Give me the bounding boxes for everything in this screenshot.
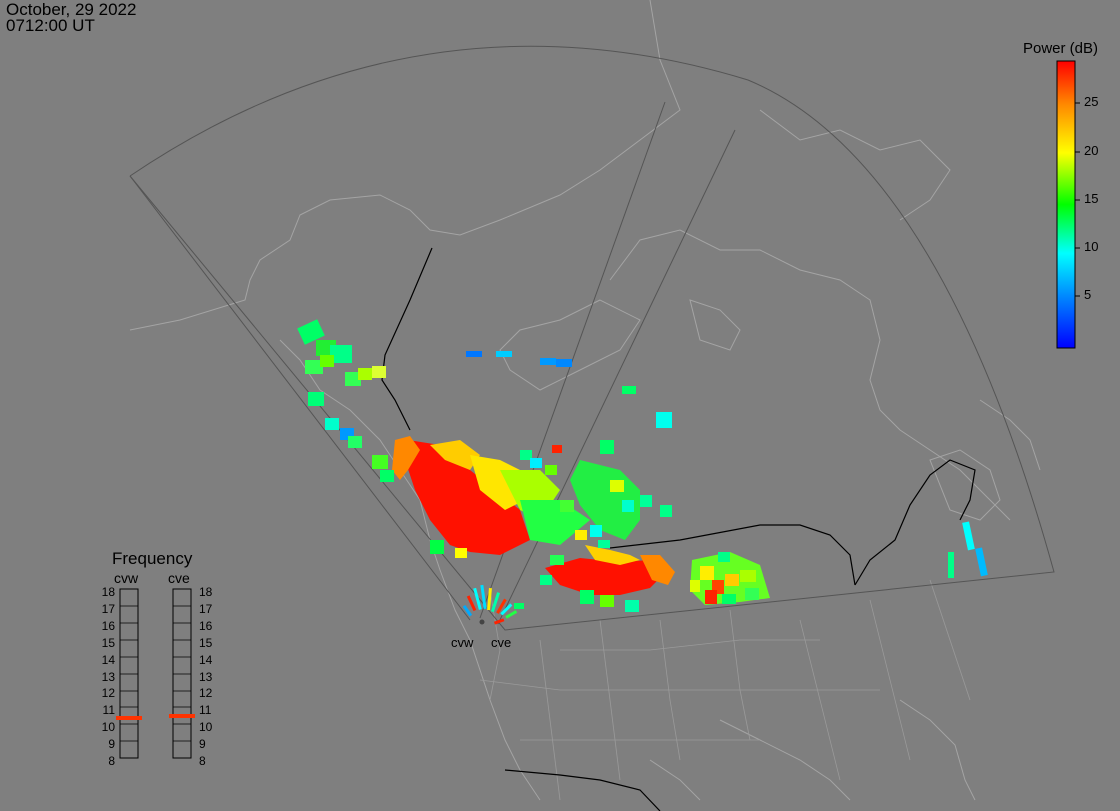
freq-scale-label: 17: [101, 601, 115, 616]
freq-scale-label: 8: [199, 754, 206, 768]
colorbar-tick-label: 25: [1084, 94, 1099, 109]
freq-scale-label: 16: [101, 618, 115, 633]
colorbar-tick-label: 10: [1084, 239, 1099, 254]
freq-scale-label: 17: [199, 601, 213, 616]
radar-label-cve: cve: [491, 635, 512, 650]
freq-scale-label: 12: [199, 686, 213, 701]
freq-scale-label: 8: [108, 754, 115, 768]
freq-scale-label: 11: [102, 703, 115, 718]
colorbar-tick-label: 20: [1084, 143, 1099, 158]
freq-scale-label: 18: [199, 585, 213, 599]
freq-scale-label: 10: [199, 720, 213, 735]
time-label: 0712:00 UT: [6, 16, 95, 35]
freq-scale-label: 12: [101, 686, 115, 701]
colorbar-title: Power (dB): [1023, 40, 1099, 57]
backscatter-cells: [297, 319, 988, 625]
colorbar-tick-label: 15: [1084, 191, 1099, 206]
freq-scale-label: 13: [199, 669, 213, 684]
freq-scale-label: 18: [101, 585, 115, 599]
freq-marker-cve: [169, 714, 195, 718]
radar-fov: [129, 45, 1055, 631]
radar-site-marker: [479, 619, 485, 625]
freq-marker-cvw: [116, 716, 142, 720]
freq-scale-label: 16: [199, 618, 213, 633]
freq-scale-label: 15: [101, 635, 115, 650]
date-label: October, 29 2022: [6, 0, 137, 19]
colorbar-ticks: [1075, 102, 1080, 297]
freq-scale-label: 14: [101, 652, 115, 667]
freq-radar-label-cvw: cvw: [114, 570, 139, 586]
freq-scale-label: 10: [101, 720, 115, 735]
freq-scale-label: 9: [108, 737, 115, 752]
frequency-title: Frequency: [112, 549, 193, 568]
freq-box-cve: [172, 588, 192, 759]
freq-scale-label: 9: [199, 737, 206, 752]
freq-scale-label: 15: [199, 635, 213, 650]
coastlines: [129, 0, 1041, 801]
frequency-scales: [119, 588, 192, 759]
freq-radar-label-cve: cve: [168, 570, 190, 586]
freq-scale-label: 13: [101, 669, 115, 684]
freq-box-cvw: [119, 588, 139, 759]
near-range-fan: [462, 584, 524, 625]
state-lines: [479, 579, 971, 801]
radar-label-cvw: cvw: [451, 635, 474, 650]
freq-scale-label: 11: [199, 703, 212, 718]
colorbar: [1056, 60, 1076, 349]
freq-scale-label: 14: [199, 652, 213, 667]
colorbar-tick-label: 5: [1084, 287, 1092, 302]
